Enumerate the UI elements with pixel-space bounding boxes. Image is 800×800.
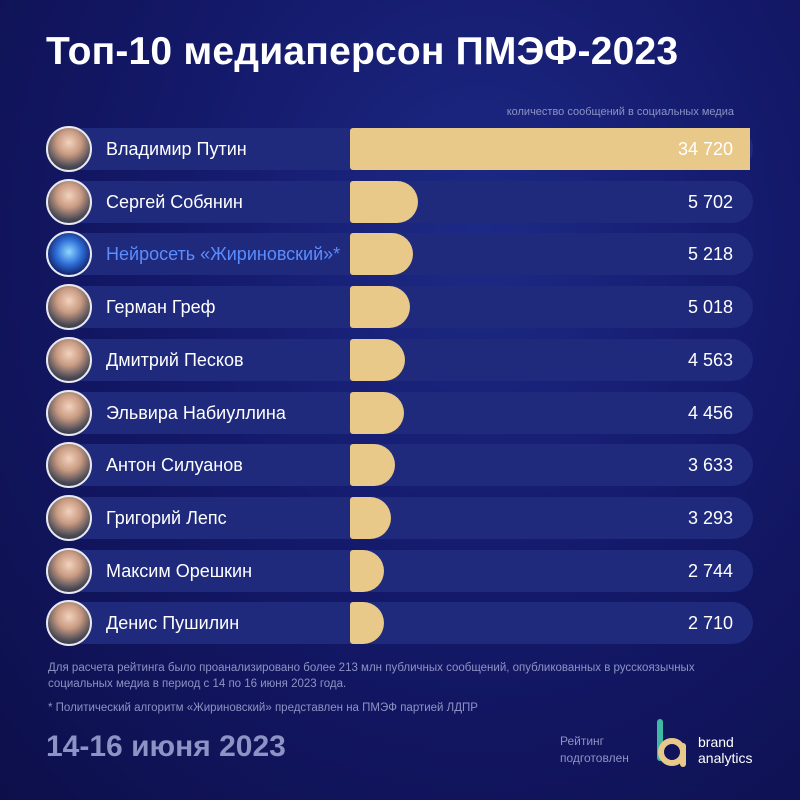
person-avatar: [46, 600, 92, 647]
chart-row: Дмитрий Песков 4 563: [46, 336, 753, 383]
value-label: 2 744: [687, 560, 733, 581]
brand-line-2: analytics: [698, 750, 753, 766]
brand-analytics-logo-icon: [657, 719, 686, 767]
category-label: Антон Силуанов: [106, 455, 243, 476]
category-label: Дмитрий Песков: [106, 349, 244, 370]
chart-row: Антон Силуанов 3 633: [46, 442, 753, 489]
person-avatar: [46, 178, 92, 225]
person-avatar: [46, 126, 92, 172]
value-label: 4 563: [687, 349, 733, 370]
method-note: Для расчета рейтинга было проанализирова…: [48, 662, 695, 690]
category-label: Нейросеть «Жириновский»*: [106, 244, 341, 265]
value-label: 5 702: [687, 191, 733, 212]
category-label: Григорий Лепс: [106, 507, 227, 528]
bar-mark: [350, 444, 395, 487]
chart-row: Максим Орешкин 2 744: [46, 547, 753, 594]
chart-row: Денис Пушилин 2 710: [46, 600, 753, 647]
person-avatar: [46, 494, 92, 541]
category-label: Денис Пушилин: [106, 613, 240, 634]
bar-mark: [350, 338, 406, 381]
chart-row: Владимир Путин 34 720: [46, 126, 753, 172]
category-label: Сергей Собянин: [106, 191, 243, 212]
chart-subtitle: количество сообщений в социальных медиа: [506, 106, 734, 118]
value-label: 3 633: [687, 455, 733, 476]
page-title: Топ-10 медиаперсон ПМЭФ-2023: [46, 30, 679, 73]
prepared-by-label: Рейтинг подготовлен: [560, 734, 629, 765]
bar-mark: [350, 496, 391, 539]
bar-mark: [350, 180, 419, 223]
bar-mark: [350, 602, 384, 645]
event-dates: 14-16 июня 2023: [46, 730, 286, 763]
value-label: 2 710: [687, 613, 733, 634]
person-avatar: [46, 336, 92, 383]
value-label: 34 720: [677, 139, 733, 159]
value-label: 5 218: [687, 244, 733, 265]
value-label: 5 018: [687, 297, 733, 318]
value-label: 3 293: [687, 507, 733, 528]
chart-row: Григорий Лепс 3 293: [46, 494, 753, 541]
bar-mark: [350, 286, 411, 329]
brand-analytics-logo-text: brand analytics: [698, 734, 752, 766]
footnote: * Политический алгоритм «Жириновский» пр…: [48, 702, 478, 714]
bar-mark: [350, 233, 413, 276]
person-avatar: [46, 547, 92, 594]
chart-row: Нейросеть «Жириновский»* 5 218: [46, 231, 753, 278]
chart-row: Сергей Собянин 5 702: [46, 178, 753, 225]
person-avatar: [46, 284, 92, 331]
person-avatar: [46, 389, 92, 436]
chart-row: Герман Греф 5 018: [46, 284, 753, 331]
bar-mark: [350, 128, 750, 170]
bar-mark: [350, 549, 385, 592]
brand-line-1: brand: [698, 734, 734, 750]
person-avatar: [46, 442, 92, 489]
bar-mark: [350, 391, 404, 434]
value-label: 4 456: [687, 402, 733, 423]
category-label: Эльвира Набиуллина: [106, 402, 286, 423]
category-label: Максим Орешкин: [106, 560, 253, 581]
category-label: Владимир Путин: [106, 139, 247, 159]
category-label: Герман Греф: [106, 297, 216, 318]
person-avatar: [46, 231, 92, 278]
chart-row: Эльвира Набиуллина 4 456: [46, 389, 753, 436]
